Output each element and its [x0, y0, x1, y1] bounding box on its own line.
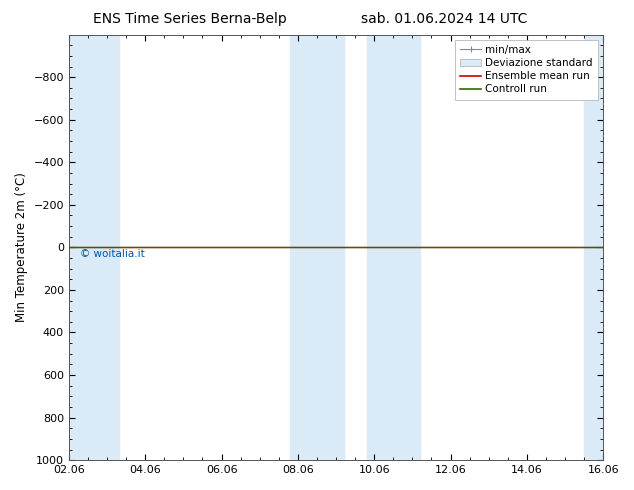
Legend: min/max, Deviazione standard, Ensemble mean run, Controll run: min/max, Deviazione standard, Ensemble m…	[455, 40, 598, 99]
Bar	[366, 35, 420, 460]
Text: ENS Time Series Berna-Belp: ENS Time Series Berna-Belp	[93, 12, 287, 26]
Bar	[584, 35, 603, 460]
Bar	[69, 35, 119, 460]
Y-axis label: Min Temperature 2m (°C): Min Temperature 2m (°C)	[15, 172, 28, 322]
Text: © woitalia.it: © woitalia.it	[80, 248, 145, 259]
Bar	[290, 35, 344, 460]
Text: sab. 01.06.2024 14 UTC: sab. 01.06.2024 14 UTC	[361, 12, 527, 26]
